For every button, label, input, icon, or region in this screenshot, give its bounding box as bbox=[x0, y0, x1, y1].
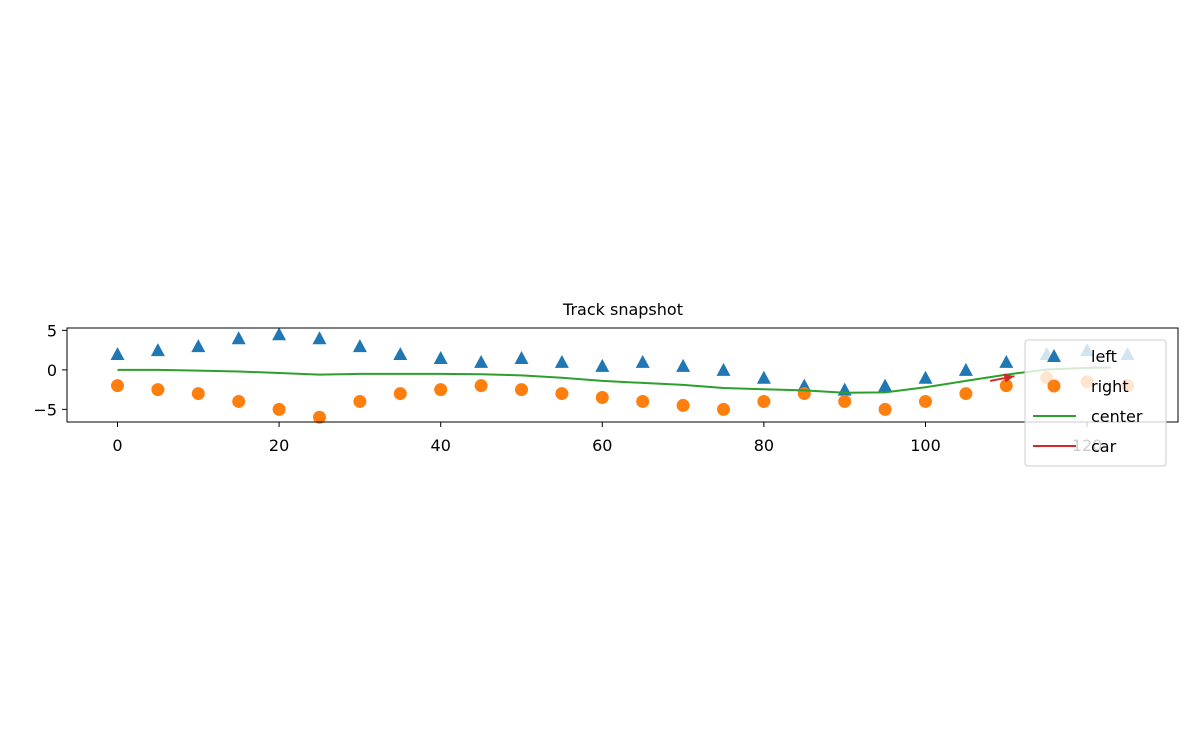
point-right bbox=[191, 387, 205, 401]
point-right bbox=[999, 379, 1013, 393]
point-left bbox=[110, 347, 125, 361]
point-right bbox=[151, 383, 165, 397]
x-tick-label: 100 bbox=[910, 436, 941, 455]
point-left bbox=[231, 331, 246, 345]
legend-label-left: left bbox=[1091, 347, 1117, 366]
point-right bbox=[353, 394, 367, 408]
y-tick-label: 5 bbox=[47, 321, 57, 340]
y-tick-label: 0 bbox=[47, 361, 57, 380]
point-right bbox=[313, 410, 326, 424]
car-arrow-head bbox=[1003, 373, 1015, 383]
point-left bbox=[595, 358, 610, 372]
legend-label-center: center bbox=[1091, 407, 1143, 426]
point-left bbox=[756, 370, 771, 384]
point-right bbox=[474, 379, 488, 393]
point-right bbox=[555, 387, 569, 401]
point-right bbox=[636, 394, 650, 408]
legend-label-car: car bbox=[1091, 437, 1117, 456]
point-right bbox=[595, 391, 609, 405]
x-tick-label: 80 bbox=[754, 436, 774, 455]
x-tick-label: 0 bbox=[112, 436, 122, 455]
point-left bbox=[716, 362, 731, 376]
x-tick-label: 40 bbox=[431, 436, 451, 455]
plot-area bbox=[110, 327, 1135, 424]
point-left bbox=[191, 339, 206, 353]
x-tick-label: 20 bbox=[269, 436, 289, 455]
point-left bbox=[393, 347, 408, 361]
point-left bbox=[958, 362, 973, 376]
point-left bbox=[352, 339, 367, 353]
point-right bbox=[515, 383, 528, 397]
point-left bbox=[999, 354, 1014, 368]
legend-marker-right bbox=[1047, 379, 1061, 393]
point-left bbox=[554, 354, 569, 368]
point-right bbox=[676, 398, 690, 412]
point-left bbox=[676, 358, 691, 372]
point-right bbox=[393, 387, 407, 401]
axes-frame bbox=[66, 327, 1179, 423]
point-right bbox=[111, 379, 124, 393]
point-left bbox=[514, 351, 529, 364]
point-right bbox=[919, 394, 932, 408]
point-left bbox=[878, 378, 893, 392]
axes: 020406080100120−505 bbox=[33, 321, 1102, 455]
legend-marker-left bbox=[1047, 349, 1061, 362]
legend-box bbox=[1024, 339, 1167, 467]
point-right bbox=[272, 402, 286, 416]
point-left bbox=[635, 354, 650, 368]
point-left bbox=[918, 370, 933, 384]
point-left bbox=[312, 331, 327, 345]
legend-label-right: right bbox=[1091, 377, 1129, 396]
point-right bbox=[717, 402, 730, 416]
y-tick-label: −5 bbox=[33, 400, 57, 419]
point-right bbox=[838, 394, 852, 408]
point-left bbox=[474, 354, 489, 368]
x-tick-label: 60 bbox=[592, 436, 612, 455]
point-left bbox=[272, 327, 287, 341]
series-line-center bbox=[117, 366, 1112, 394]
point-left bbox=[150, 343, 165, 357]
chart-title: Track snapshot bbox=[562, 300, 683, 319]
point-right bbox=[434, 383, 448, 397]
point-right bbox=[757, 394, 771, 408]
point-left bbox=[433, 351, 448, 364]
point-right bbox=[878, 402, 892, 416]
legend: left right center car bbox=[1024, 339, 1167, 467]
point-right bbox=[232, 394, 246, 408]
point-right bbox=[797, 387, 811, 401]
point-right bbox=[959, 387, 973, 401]
